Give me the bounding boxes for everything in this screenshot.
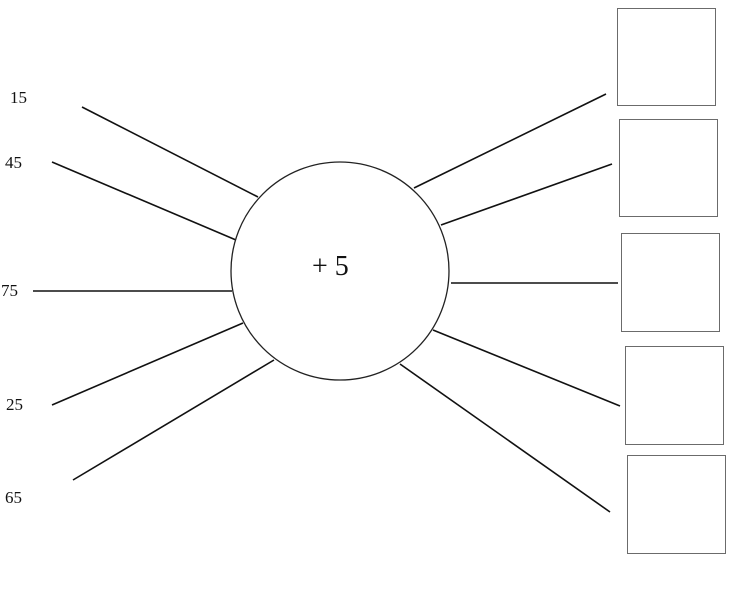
input-connector-5 <box>72 359 275 481</box>
function-circle <box>230 161 450 381</box>
operator-label: + 5 <box>312 251 349 282</box>
answer-box-1[interactable] <box>617 8 716 106</box>
input-connector-1 <box>81 106 259 198</box>
answer-box-4[interactable] <box>625 346 724 445</box>
answer-box-3[interactable] <box>621 233 720 332</box>
answer-box-5[interactable] <box>627 455 726 554</box>
input-number-5: 65 <box>5 488 22 507</box>
output-connector-4 <box>432 329 621 407</box>
output-connector-5 <box>399 363 611 513</box>
input-number-4: 25 <box>6 395 23 414</box>
input-number-3: 75 <box>1 281 18 300</box>
input-number-1: 15 <box>10 88 27 107</box>
input-number-2: 45 <box>5 153 22 172</box>
output-connector-2 <box>440 163 613 226</box>
answer-box-2[interactable] <box>619 119 718 217</box>
output-connector-1 <box>413 93 607 189</box>
input-connector-4 <box>51 322 244 406</box>
input-connector-2 <box>51 161 237 241</box>
